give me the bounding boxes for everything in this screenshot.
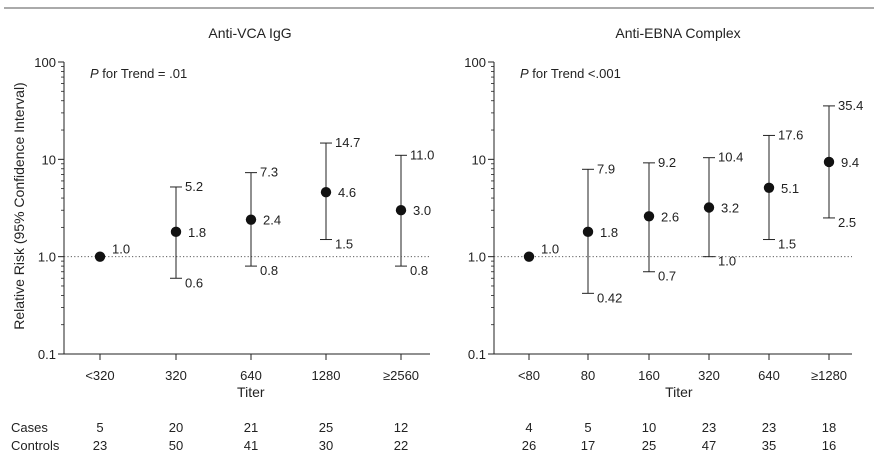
- cases-value: 5: [96, 420, 103, 435]
- estimate-point: [170, 226, 182, 238]
- controls-value: 26: [522, 438, 536, 453]
- lower-label: 1.5: [778, 237, 796, 252]
- estimate-point: [703, 202, 715, 213]
- upper-label: 17.6: [778, 127, 803, 142]
- x-tick-label: ≥2560: [383, 368, 419, 383]
- y-tick-label: 1.0: [468, 250, 486, 265]
- cases-value: 23: [762, 420, 776, 435]
- estimate-point: [763, 182, 775, 193]
- x-tick-label: 1280: [312, 368, 341, 383]
- panel-title: Anti-VCA IgG: [208, 25, 291, 41]
- y-tick-label: 1.0: [38, 250, 56, 265]
- cases-value: 4: [525, 420, 532, 435]
- x-tick-label: 80: [581, 368, 595, 383]
- controls-value: 23: [93, 438, 107, 453]
- estimate-point: [643, 211, 655, 222]
- estimate-point: [582, 226, 594, 238]
- upper-label: 14.7: [335, 135, 360, 150]
- y-tick-label: 0.1: [38, 347, 56, 362]
- controls-row-label: Controls: [11, 438, 60, 453]
- estimate-label: 4.6: [338, 185, 356, 200]
- lower-label: 1.5: [335, 237, 353, 252]
- controls-value: 30: [319, 438, 333, 453]
- estimate-point: [523, 251, 535, 262]
- estimate-point: [823, 156, 835, 168]
- y-tick-label: 100: [464, 55, 486, 70]
- estimate-point: [320, 186, 332, 198]
- p-symbol: P: [520, 66, 529, 81]
- lower-label: 1.0: [718, 254, 736, 269]
- controls-value: 17: [581, 438, 595, 453]
- x-axis-label: Titer: [665, 384, 693, 400]
- estimate-label: 1.0: [112, 242, 130, 257]
- x-tick-label: ≥1280: [811, 368, 847, 383]
- cases-value: 10: [642, 420, 656, 435]
- controls-value: 35: [762, 438, 776, 453]
- y-axis-label: Relative Risk (95% Confidence Interval): [11, 82, 27, 329]
- lower-label: 2.5: [838, 215, 856, 230]
- upper-label: 35.4: [838, 98, 863, 113]
- trend-annotation: P for Trend <.001: [520, 66, 621, 81]
- plots: Anti-VCA IgG 0.1 1.0 10 100 P for Trend = .01…: [34, 25, 863, 400]
- estimate-label: 1.0: [541, 242, 559, 257]
- lower-label: 0.8: [410, 263, 428, 278]
- x-tick-label: 320: [165, 368, 187, 383]
- lower-label: 0.8: [260, 263, 278, 278]
- cases-value: 18: [822, 420, 836, 435]
- cases-value: 12: [394, 420, 408, 435]
- upper-label: 7.9: [597, 161, 615, 176]
- upper-label: 11.0: [410, 147, 434, 162]
- p-text: for Trend <.001: [529, 66, 621, 81]
- y-tick-label: 10: [42, 152, 56, 167]
- lower-label: 0.7: [658, 269, 676, 284]
- counts-table: 5 23 20 50 21 41 25 30 12 22 4 26 5 17 10 25 23 47 23 35 18 1…: [11, 420, 836, 453]
- estimate-label: 1.8: [188, 225, 206, 240]
- controls-value: 50: [169, 438, 183, 453]
- estimate-label: 3.0: [413, 203, 431, 218]
- x-axis-label: Titer: [237, 384, 265, 400]
- p-symbol: P: [90, 66, 99, 81]
- controls-value: 22: [394, 438, 408, 453]
- x-tick-label: 320: [698, 368, 720, 383]
- x-tick-label: 160: [638, 368, 660, 383]
- controls-value: 41: [244, 438, 258, 453]
- estimate-label: 2.6: [661, 209, 679, 224]
- upper-label: 9.2: [658, 155, 676, 170]
- y-tick-label: 0.1: [468, 347, 486, 362]
- upper-label: 7.3: [260, 165, 278, 180]
- lower-label: 0.42: [597, 290, 622, 305]
- estimate-point: [94, 251, 106, 262]
- p-text: for Trend = .01: [99, 66, 188, 81]
- cases-value: 21: [244, 420, 258, 435]
- y-tick-label: 10: [472, 152, 486, 167]
- x-tick-label: 640: [240, 368, 262, 383]
- lower-label: 0.6: [185, 275, 203, 290]
- estimate-label: 1.8: [600, 225, 618, 240]
- panel-2: Anti-EBNA Complex 0.1 1.0 10 100 P for Trend …: [464, 25, 863, 400]
- controls-value: 16: [822, 438, 836, 453]
- x-tick-label: <80: [518, 368, 540, 383]
- controls-value: 47: [702, 438, 716, 453]
- cases-value: 23: [702, 420, 716, 435]
- estimate-point: [245, 214, 257, 225]
- panel-1: Anti-VCA IgG 0.1 1.0 10 100 P for Trend = .01…: [34, 25, 434, 400]
- controls-value: 25: [642, 438, 656, 453]
- estimate-label: 3.2: [721, 200, 739, 215]
- upper-label: 10.4: [718, 150, 743, 165]
- estimate-label: 9.4: [841, 155, 859, 170]
- estimate-point: [395, 205, 407, 216]
- cases-value: 25: [319, 420, 333, 435]
- cases-value: 5: [584, 420, 591, 435]
- estimate-label: 5.1: [781, 181, 799, 196]
- upper-label: 5.2: [185, 179, 203, 194]
- estimate-label: 2.4: [263, 213, 281, 228]
- trend-annotation: P for Trend = .01: [90, 66, 187, 81]
- x-tick-label: 640: [758, 368, 780, 383]
- cases-row-label: Cases: [11, 420, 48, 435]
- panel-title: Anti-EBNA Complex: [615, 25, 740, 41]
- x-tick-label: <320: [85, 368, 114, 383]
- cases-value: 20: [169, 420, 183, 435]
- y-tick-label: 100: [34, 55, 56, 70]
